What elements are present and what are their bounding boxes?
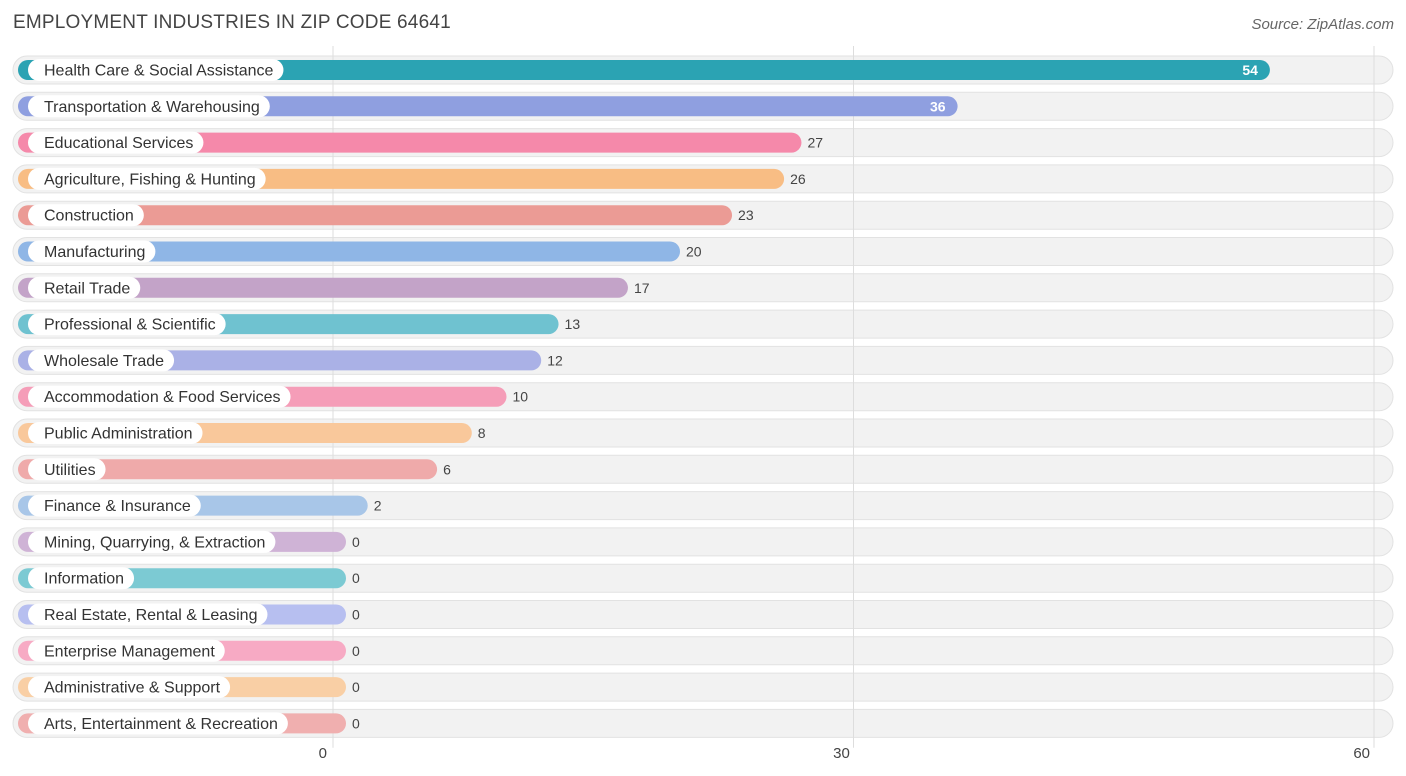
value-label: 6 [443, 461, 451, 477]
value-label: 23 [738, 207, 754, 223]
category-label-pill [28, 204, 144, 227]
row-background [12, 527, 1394, 557]
row-background [12, 672, 1394, 702]
category-label-pill [28, 639, 225, 662]
row-background [12, 600, 1394, 629]
category-label-pill [28, 676, 231, 699]
category-label-pill [28, 603, 268, 626]
value-label: 0 [352, 643, 360, 659]
category-label-pill [28, 313, 226, 336]
x-tick-label: 30 [833, 745, 850, 762]
category-label: Enterprise Management [44, 643, 215, 660]
bar[interactable] [18, 277, 628, 298]
category-label: Health Care & Social Assistance [44, 63, 274, 80]
value-label: 54 [1242, 62, 1258, 78]
category-label-pill [28, 349, 175, 372]
value-label: 13 [565, 316, 581, 332]
category-label-pill [28, 494, 201, 517]
row-background [12, 563, 1394, 593]
value-label: 0 [352, 607, 360, 623]
category-label: Finance & Insurance [44, 498, 191, 515]
value-label: 0 [352, 570, 360, 586]
value-label: 27 [807, 135, 823, 151]
category-label-pill [28, 95, 270, 118]
x-tick-label: 0 [319, 745, 327, 762]
category-label-pill [28, 385, 291, 408]
category-label: Professional & Scientific [44, 317, 216, 334]
category-label-pill [28, 422, 203, 444]
category-label-pill [28, 276, 141, 299]
value-label: 10 [513, 389, 529, 405]
category-label: Retail Trade [44, 280, 130, 297]
value-label: 8 [478, 425, 486, 441]
category-label: Real Estate, Rental & Leasing [44, 607, 257, 624]
category-label-pill [28, 131, 204, 154]
value-label: 0 [352, 679, 360, 695]
category-label: Public Administration [44, 426, 193, 443]
category-label: Utilities [44, 462, 96, 479]
category-label: Agriculture, Fishing & Hunting [44, 171, 256, 188]
bar[interactable] [18, 205, 733, 226]
value-label: 26 [790, 171, 806, 187]
category-label-pill [28, 712, 288, 735]
value-label: 36 [930, 98, 946, 114]
chart-title: EMPLOYMENT INDUSTRIES IN ZIP CODE 64641 [13, 12, 451, 33]
value-label: 17 [634, 280, 650, 296]
category-label: Mining, Quarrying, & Extraction [44, 534, 265, 551]
category-label-pill [28, 240, 156, 263]
category-label: Transportation & Warehousing [44, 99, 260, 116]
bar[interactable] [18, 241, 680, 262]
category-label-pill [28, 167, 266, 190]
source-note: Source: ZipAtlas.com [1251, 16, 1394, 33]
bar[interactable] [18, 459, 438, 480]
category-label: Arts, Entertainment & Recreation [44, 716, 278, 733]
value-label: 0 [352, 715, 360, 731]
category-label-pill [28, 458, 106, 481]
category-label: Information [44, 571, 124, 588]
value-label: 0 [352, 534, 360, 550]
x-tick-label: 60 [1353, 745, 1370, 762]
row-background [12, 708, 1394, 738]
bar[interactable] [18, 60, 1270, 80]
value-label: 12 [547, 352, 563, 368]
category-label: Construction [44, 208, 134, 225]
category-label-pill [28, 530, 276, 553]
category-label: Accommodation & Food Services [44, 389, 281, 406]
value-label: 20 [686, 244, 702, 260]
value-label: 2 [374, 498, 382, 514]
category-label: Educational Services [44, 135, 193, 152]
bar[interactable] [18, 132, 802, 153]
category-label-pill [28, 567, 135, 590]
category-label: Wholesale Trade [44, 353, 164, 370]
row-background [12, 636, 1394, 666]
category-label: Manufacturing [44, 244, 145, 261]
category-label-pill [28, 59, 284, 81]
category-label: Administrative & Support [44, 680, 221, 697]
